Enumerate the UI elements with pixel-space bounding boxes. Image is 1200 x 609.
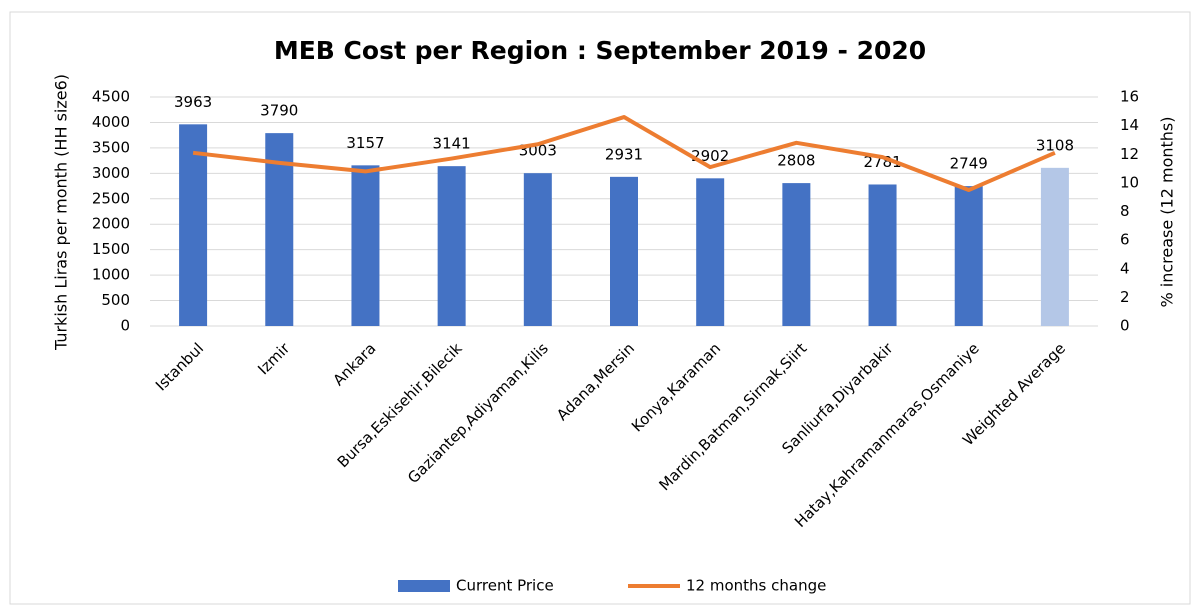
y2-tick-label: 12 xyxy=(1120,145,1139,163)
y-tick-label: 500 xyxy=(101,291,130,309)
data-label: 2931 xyxy=(605,145,643,163)
legend-label: 12 months change xyxy=(686,577,826,595)
y-tick-label: 2000 xyxy=(92,215,130,233)
y2-tick-label: 8 xyxy=(1120,202,1130,220)
data-label: 2749 xyxy=(950,155,988,173)
data-label: 3963 xyxy=(174,93,212,111)
legend-label: Current Price xyxy=(456,577,554,595)
y2-tick-label: 2 xyxy=(1120,288,1130,306)
bar xyxy=(782,183,811,326)
bar xyxy=(1040,167,1069,326)
y-tick-label: 4500 xyxy=(92,88,130,106)
bar xyxy=(954,186,983,326)
y-tick-label: 2500 xyxy=(92,189,130,207)
bar xyxy=(696,178,725,326)
data-label: 3157 xyxy=(346,134,384,152)
bar xyxy=(868,184,897,326)
bar xyxy=(610,176,638,326)
y2-tick-label: 0 xyxy=(1120,317,1130,335)
bar xyxy=(437,166,466,326)
y-tick-label: 0 xyxy=(120,317,130,335)
bar xyxy=(179,124,208,326)
y2-axis-label: % increase (12 months) xyxy=(1158,116,1177,307)
y-tick-label: 1500 xyxy=(92,240,130,258)
bar xyxy=(523,173,552,326)
data-label: 3108 xyxy=(1036,136,1074,154)
legend-swatch xyxy=(398,580,450,592)
y2-tick-label: 4 xyxy=(1120,259,1130,277)
line xyxy=(192,115,1056,193)
y-tick-label: 4000 xyxy=(92,113,130,131)
y-tick-label: 3500 xyxy=(92,138,130,156)
y-tick-label: 3000 xyxy=(92,164,130,182)
chart-title: MEB Cost per Region : September 2019 - 2… xyxy=(274,36,926,65)
data-label: 3790 xyxy=(260,102,298,120)
y2-tick-label: 10 xyxy=(1120,173,1139,191)
y2-tick-label: 14 xyxy=(1120,116,1139,134)
data-label: 3141 xyxy=(433,135,471,153)
y2-tick-label: 16 xyxy=(1120,88,1139,106)
y2-tick-label: 6 xyxy=(1120,231,1130,249)
y-tick-label: 1000 xyxy=(92,266,130,284)
y-axis-label: Turkish Liras per month (HH size6) xyxy=(52,74,71,351)
bar xyxy=(351,165,380,326)
data-label: 2808 xyxy=(777,152,815,170)
